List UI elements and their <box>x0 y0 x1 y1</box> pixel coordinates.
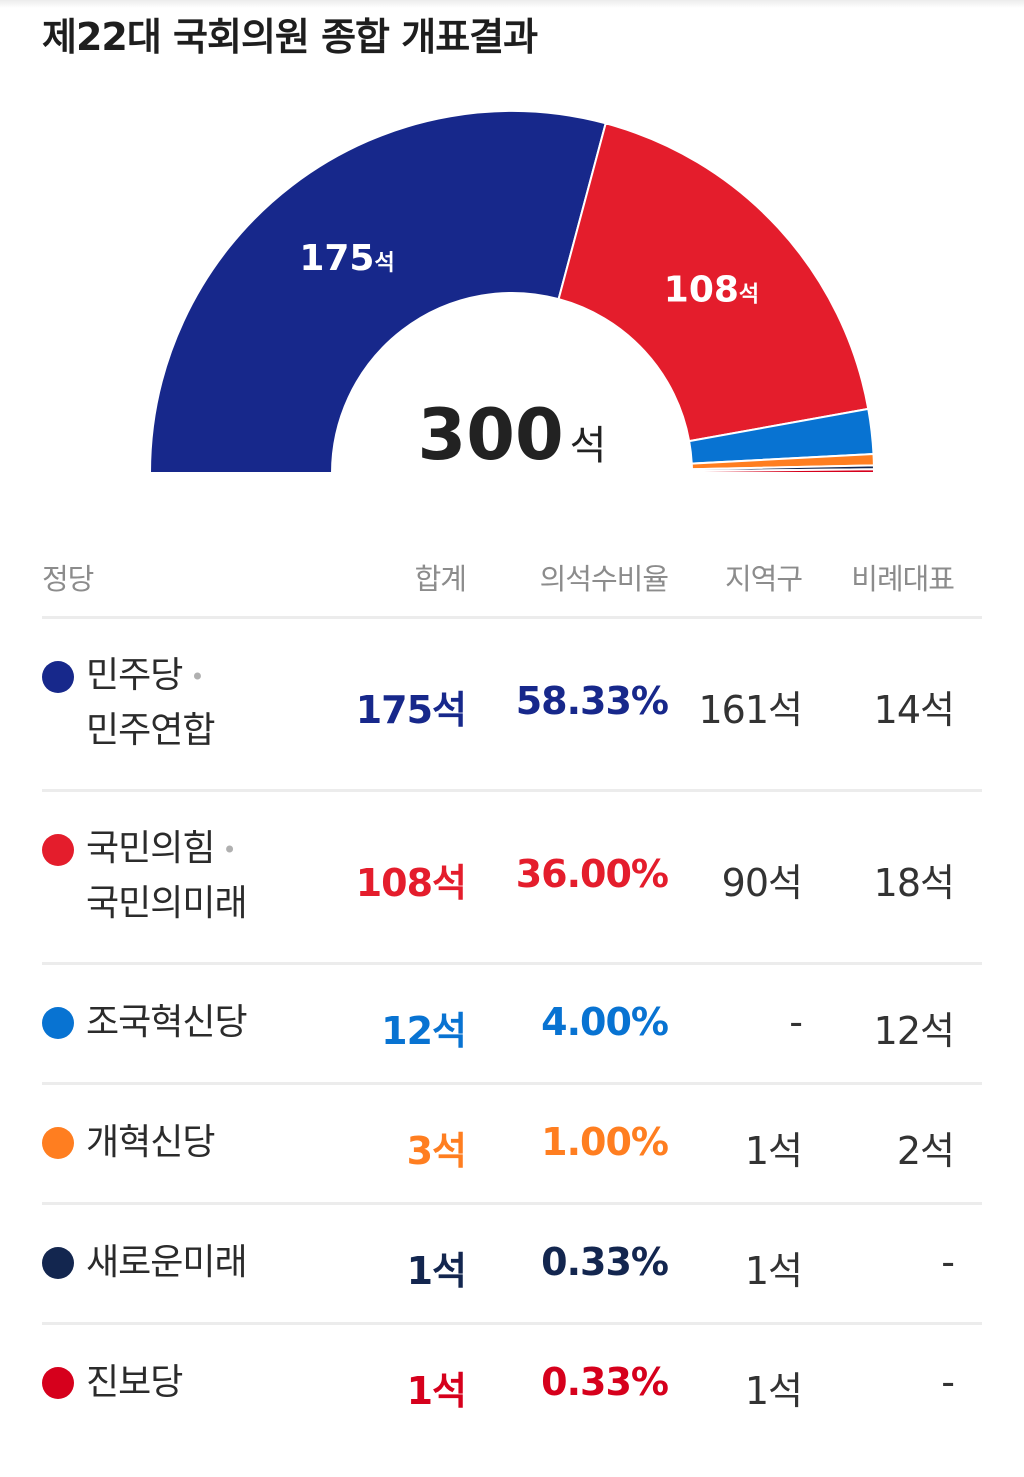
party-name-line1: 개혁신당 <box>86 1122 215 1163</box>
seat-total: 175석 <box>355 688 467 732</box>
party-name-separator: • <box>222 836 236 864</box>
district-seats: 1석 <box>744 1369 803 1413</box>
proportional-seats: - <box>941 1240 955 1284</box>
party-name-line1: 조국혁신당 <box>86 1002 248 1043</box>
party-name-line2: 민주연합 <box>86 710 215 751</box>
party-name-line1: 새로운미래 <box>86 1242 248 1283</box>
party-name-line1: 민주당 <box>86 655 183 696</box>
district-seats: 1석 <box>744 1249 803 1293</box>
party-name: 개혁신당 <box>86 1116 215 1170</box>
results-table: 정당 합계 의석수비율 지역구 비례대표 민주당 • 민주연합 175석 58.3… <box>42 548 982 1442</box>
seat-ratio: 36.00% <box>515 852 669 896</box>
table-row[interactable]: 진보당 1석 0.33% 1석 - <box>42 1325 982 1442</box>
party-name-line1: 진보당 <box>86 1362 183 1403</box>
table-row[interactable]: 조국혁신당 12석 4.00% - 12석 <box>42 965 982 1085</box>
seat-total: 1석 <box>406 1369 467 1413</box>
seat-ratio: 0.33% <box>541 1360 669 1404</box>
top-shadow <box>0 0 1024 8</box>
header-party: 정당 <box>42 562 94 596</box>
party-name-line1: 국민의힘 <box>86 828 215 869</box>
proportional-seats: 12석 <box>873 1009 955 1053</box>
party-color-dot <box>42 1247 74 1279</box>
party-name-separator: • <box>190 663 204 691</box>
table-header: 정당 합계 의석수비율 지역구 비례대표 <box>42 548 982 619</box>
header-pr: 비례대표 <box>851 562 955 596</box>
chart-slice-0 <box>148 110 607 474</box>
district-seats: 90석 <box>721 861 803 905</box>
party-name: 조국혁신당 <box>86 996 248 1050</box>
chart-slice-label-0: 175석 <box>299 238 394 279</box>
party-name: 민주당 • 민주연합 <box>86 649 215 758</box>
header-total: 합계 <box>414 562 467 596</box>
seat-total: 3석 <box>406 1129 467 1173</box>
proportional-seats: - <box>941 1360 955 1404</box>
seat-total: 12석 <box>381 1009 467 1053</box>
table-row[interactable]: 개혁신당 3석 1.00% 1석 2석 <box>42 1085 982 1205</box>
proportional-seats: 14석 <box>873 688 955 732</box>
party-color-dot <box>42 1007 74 1039</box>
party-name-line2: 국민의미래 <box>86 883 248 924</box>
party-name: 국민의힘 • 국민의미래 <box>86 822 248 931</box>
seat-half-donut-chart: 175석 108석 300 석 <box>148 110 876 476</box>
party-name: 새로운미래 <box>86 1236 248 1290</box>
proportional-seats: 18석 <box>873 861 955 905</box>
party-color-dot <box>42 1127 74 1159</box>
chart-total-label: 300 석 <box>418 394 607 476</box>
district-seats: 1석 <box>744 1129 803 1173</box>
party-name: 진보당 <box>86 1356 183 1410</box>
seat-total: 108석 <box>355 861 467 905</box>
party-color-dot <box>42 661 74 693</box>
party-color-dot <box>42 1367 74 1399</box>
chart-slice-label-1: 108석 <box>664 270 759 311</box>
seat-total: 1석 <box>406 1249 467 1293</box>
chart-slice-1 <box>557 122 870 443</box>
seat-ratio: 4.00% <box>541 1000 669 1044</box>
table-row[interactable]: 새로운미래 1석 0.33% 1석 - <box>42 1205 982 1325</box>
header-district: 지역구 <box>724 562 803 596</box>
table-row[interactable]: 민주당 • 민주연합 175석 58.33% 161석 14석 <box>42 619 982 792</box>
chart-slice-5 <box>690 468 876 474</box>
table-row[interactable]: 국민의힘 • 국민의미래 108석 36.00% 90석 18석 <box>42 792 982 965</box>
header-ratio: 의석수비율 <box>539 562 669 596</box>
seat-ratio: 58.33% <box>515 679 669 723</box>
seat-ratio: 1.00% <box>541 1120 669 1164</box>
seat-ratio: 0.33% <box>541 1240 669 1284</box>
party-color-dot <box>42 834 74 866</box>
district-seats: 161석 <box>698 688 803 732</box>
proportional-seats: 2석 <box>896 1129 955 1173</box>
page-title: 제22대 국회의원 종합 개표결과 <box>42 15 538 59</box>
district-seats: - <box>789 1000 803 1044</box>
